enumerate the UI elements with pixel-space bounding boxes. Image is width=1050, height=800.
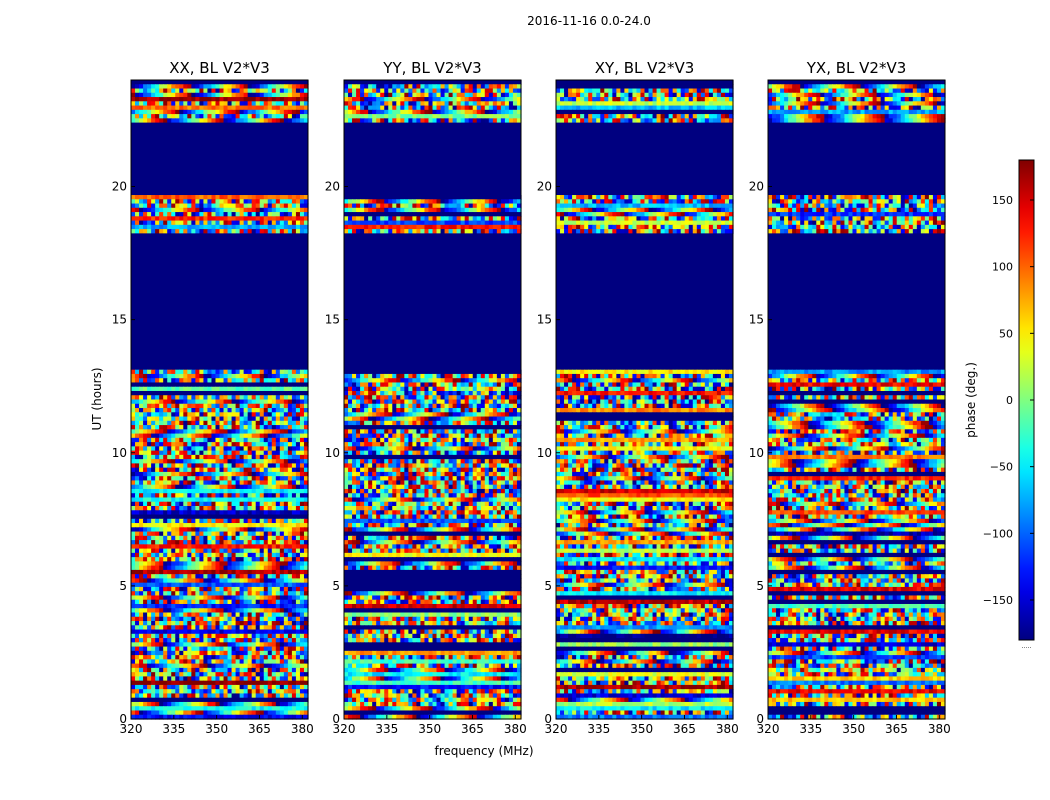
y-tick-label: 0: [119, 712, 127, 726]
panel-frame-4: [767, 79, 946, 720]
y-tick-label: 0: [544, 712, 552, 726]
phase-heatmap-2: [344, 80, 522, 720]
colorbar-tick-label: 150: [992, 194, 1013, 207]
y-tick-label: 5: [756, 579, 764, 593]
y-tick-label: 10: [749, 446, 764, 460]
y-tick-label: 0: [332, 712, 340, 726]
x-tick-label: 365: [248, 722, 271, 736]
x-tick-label: 320: [757, 722, 780, 736]
x-tick-label: 320: [545, 722, 568, 736]
panel-title-1: XX, BL V2*V3: [169, 59, 270, 77]
colorbar: −150 −100 −50 0 50 100 150 phase (deg.).....: [964, 159, 1035, 650]
x-tick-label: 350: [418, 722, 441, 736]
phase-heatmap-3: [556, 80, 734, 720]
y-tick-label: 10: [537, 446, 552, 460]
x-tick-label: 350: [205, 722, 228, 736]
phase-panel-3: XY, BL V2*V3 320 335 350 365 380 0 5 10 15 20: [537, 59, 739, 736]
y-tick-label: 5: [332, 579, 340, 593]
x-tick-label: 350: [842, 722, 865, 736]
colorbar-tick-label: 100: [992, 261, 1013, 274]
panel-title-4: YX, BL V2*V3: [806, 59, 907, 77]
colorbar-tick-label: 0: [1006, 394, 1013, 407]
x-tick-label: 335: [799, 722, 822, 736]
colorbar-label: phase (deg.): [964, 362, 978, 438]
y-tick-label: 5: [544, 579, 552, 593]
x-tick-label: 365: [461, 722, 484, 736]
colorbar-footnote: .....: [1022, 643, 1032, 650]
panel-frame-1: [130, 79, 309, 720]
figure-title: 2016-11-16 0.0-24.0: [527, 14, 651, 28]
y-tick-label: 20: [112, 180, 127, 194]
panel-frame-2: [343, 79, 522, 720]
y-tick-label: 0: [756, 712, 764, 726]
y-tick-label: 20: [325, 180, 340, 194]
phase-panel-1: XX, BL V2*V3 320 335 350 365 380 0 5 10 15 20: [112, 59, 314, 736]
phase-panel-2: YY, BL V2*V3 320 335 350 365 380 0 5 10 15 20: [325, 59, 527, 736]
y-tick-label: 15: [749, 313, 764, 327]
y-tick-label: 5: [119, 579, 127, 593]
y-tick-label: 15: [537, 313, 552, 327]
x-tick-label: 365: [673, 722, 696, 736]
x-tick-label: 380: [716, 722, 739, 736]
phase-heatmap-4: [768, 80, 946, 720]
x-tick-label: 350: [630, 722, 653, 736]
colorbar-tick-label: −100: [983, 527, 1013, 540]
x-tick-label: 380: [504, 722, 527, 736]
colorbar-tick-label: −150: [983, 594, 1013, 607]
panel-frame-3: [555, 79, 734, 720]
x-tick-label: 380: [928, 722, 951, 736]
y-axis-label: UT (hours): [90, 367, 104, 430]
x-axis-label: frequency (MHz): [434, 744, 533, 758]
y-tick-label: 10: [325, 446, 340, 460]
x-tick-label: 320: [333, 722, 356, 736]
x-tick-label: 380: [291, 722, 314, 736]
y-tick-label: 10: [112, 446, 127, 460]
phase-heatmap-1: [131, 80, 309, 720]
panel-title-2: YY, BL V2*V3: [382, 59, 481, 77]
phase-panel-4: YX, BL V2*V3 320 335 350 365 380 0 5 10 15 20: [749, 59, 951, 736]
x-tick-label: 335: [162, 722, 185, 736]
y-tick-label: 15: [112, 313, 127, 327]
x-tick-label: 365: [885, 722, 908, 736]
y-tick-label: 20: [537, 180, 552, 194]
y-tick-label: 15: [325, 313, 340, 327]
x-tick-label: 320: [120, 722, 143, 736]
x-tick-label: 335: [375, 722, 398, 736]
x-tick-label: 335: [587, 722, 610, 736]
colorbar-tick-label: 50: [999, 327, 1013, 340]
panel-title-3: XY, BL V2*V3: [595, 59, 695, 77]
y-tick-label: 20: [749, 180, 764, 194]
colorbar-tick-label: −50: [990, 461, 1013, 474]
